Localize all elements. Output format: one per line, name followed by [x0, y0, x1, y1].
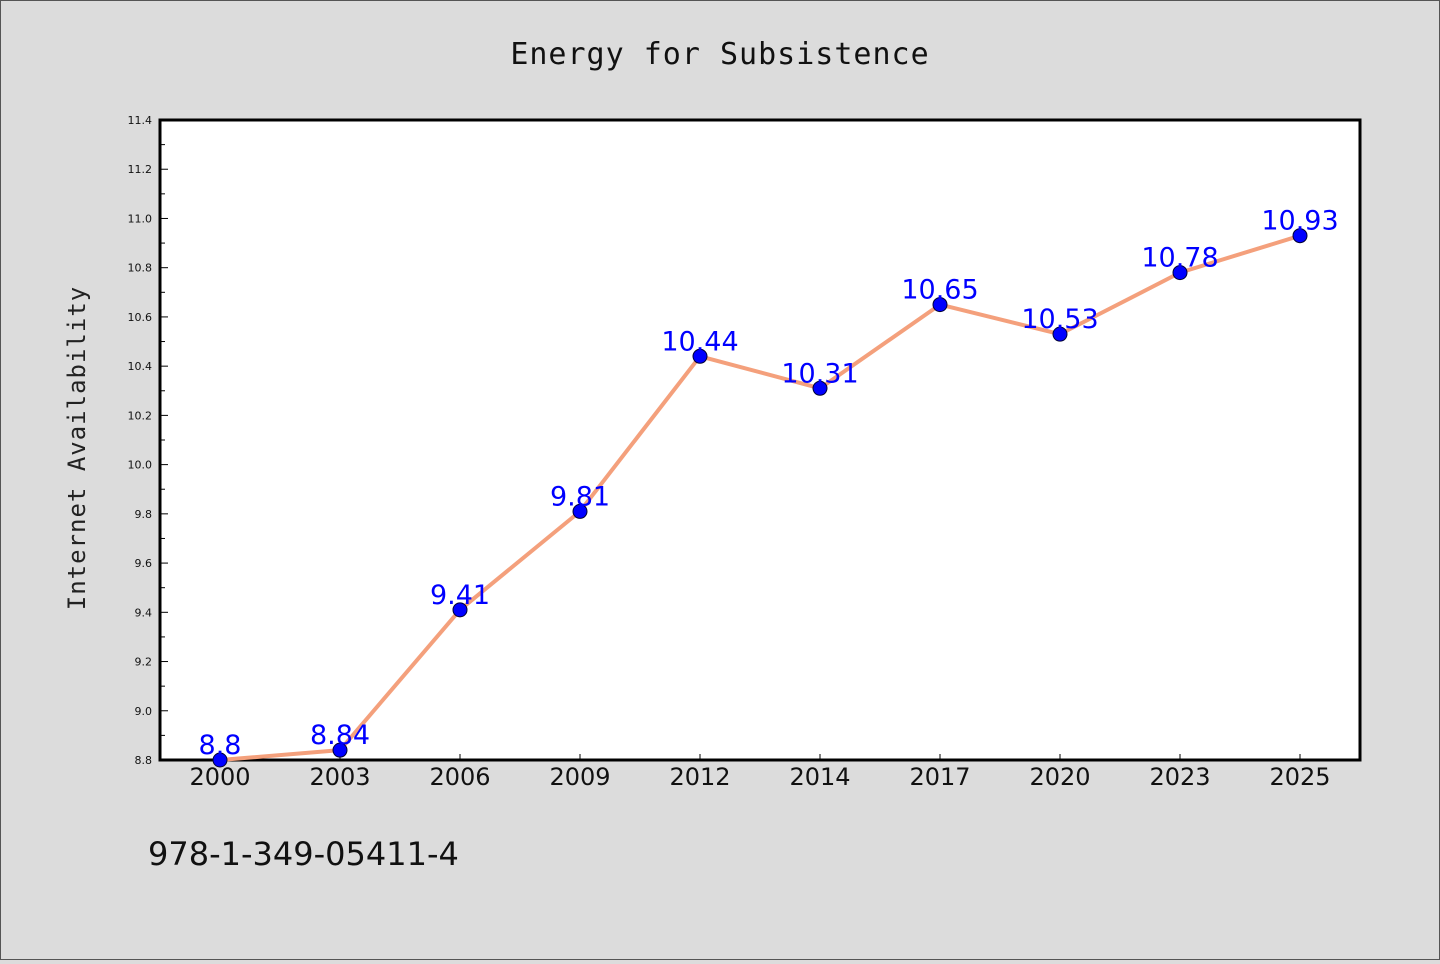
data-label: 9.41 [430, 580, 490, 611]
data-series [218, 233, 1302, 762]
series-line [218, 233, 1302, 762]
data-point [212, 752, 228, 768]
data-point [452, 602, 468, 618]
data-point [572, 503, 588, 519]
y-tick-label: 11.2 [128, 163, 153, 176]
y-axis-label: Internet Availability [63, 286, 91, 610]
data-label: 10.93 [1261, 206, 1338, 237]
data-point [692, 348, 708, 364]
data-point [1292, 228, 1308, 244]
x-tick-label: 2020 [1029, 763, 1090, 791]
data-point [932, 297, 948, 313]
y-axis-ticks: 8.8 9.0 9.2 9.4 9.6 9.8 10.0 10.2 10.4 10.6 10.8 11… [128, 114, 168, 767]
x-axis-ticks: 2000 2003 2006 2009 2012 2014 2017 2020 2023 2025 [189, 754, 1331, 791]
data-labels: 8.8 8.84 9.41 9.81 10.44 10.31 10.65 10.53 10.78… [199, 206, 1339, 761]
x-tick-label: 2012 [669, 763, 730, 791]
data-label: 10.44 [661, 326, 738, 357]
data-label: 10.31 [781, 358, 858, 389]
y-tick-label: 10.0 [128, 459, 153, 472]
x-tick-label: 2014 [789, 763, 850, 791]
y-tick-label: 10.6 [128, 311, 153, 324]
y-tick-label: 9.2 [135, 656, 153, 669]
y-tick-label: 10.2 [128, 409, 153, 422]
x-tick-label: 2000 [189, 763, 250, 791]
chart-title: Energy for Subsistence [510, 37, 929, 72]
data-point [1172, 265, 1188, 281]
data-label: 8.8 [199, 730, 242, 761]
data-point [812, 380, 828, 396]
plot-area [158, 118, 1362, 762]
data-markers [212, 228, 1308, 768]
data-label: 10.65 [901, 275, 978, 306]
x-tick-label: 2025 [1269, 763, 1330, 791]
x-tick-label: 2009 [549, 763, 610, 791]
y-tick-label: 9.0 [135, 705, 153, 718]
x-tick-label: 2023 [1149, 763, 1210, 791]
x-tick-label: 2006 [429, 763, 490, 791]
y-tick-label: 9.4 [135, 606, 153, 619]
data-label: 8.84 [310, 720, 370, 751]
x-tick-label: 2017 [909, 763, 970, 791]
data-point [1052, 326, 1068, 342]
y-tick-label: 9.8 [135, 508, 153, 521]
y-tick-label: 10.8 [128, 262, 153, 275]
y-tick-label: 11.0 [128, 212, 153, 225]
y-tick-label: 11.4 [128, 114, 153, 127]
y-tick-label: 8.8 [135, 754, 153, 767]
y-tick-label: 9.6 [135, 557, 153, 570]
data-label: 10.53 [1021, 304, 1098, 335]
isbn-footnote: 978-1-349-05411-4 [148, 835, 459, 873]
x-tick-label: 2003 [309, 763, 370, 791]
data-label: 10.78 [1141, 243, 1218, 274]
y-tick-label: 10.4 [128, 360, 153, 373]
data-label: 9.81 [550, 481, 610, 512]
data-point [332, 742, 348, 758]
